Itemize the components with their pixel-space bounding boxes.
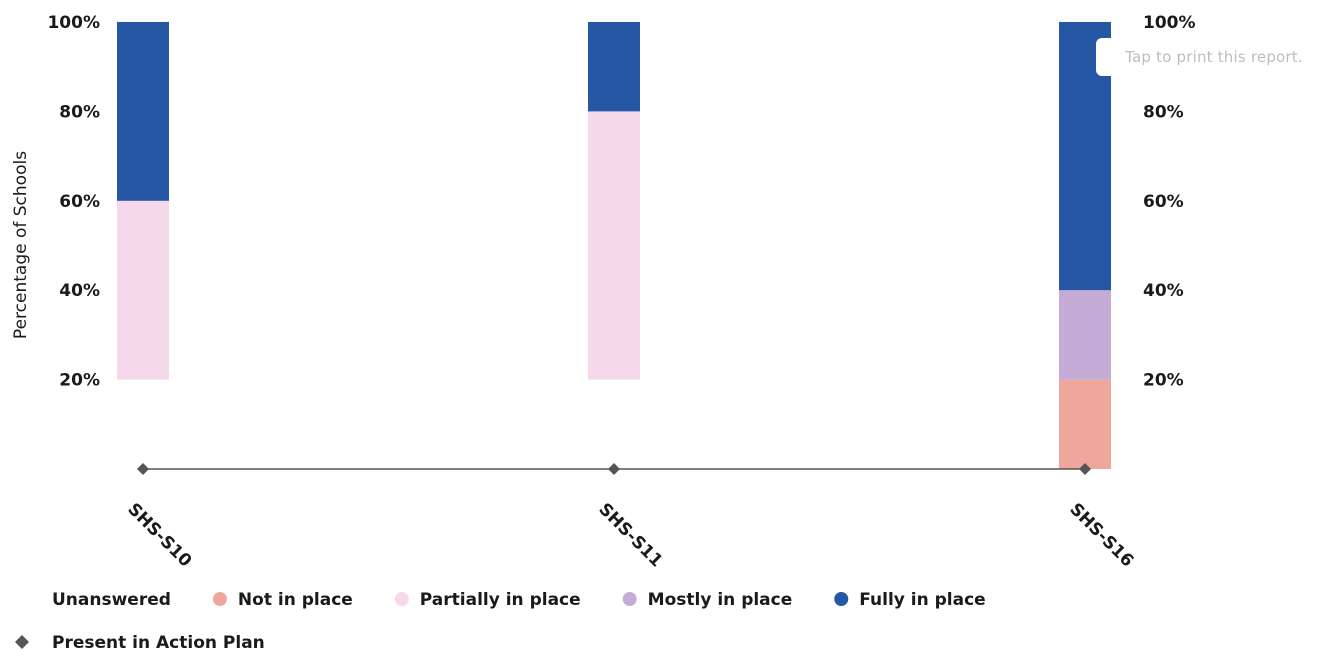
right-y-axis: 20% 40% 60% 80% 100% xyxy=(1143,13,1196,391)
legend-swatch-mostly-in-place xyxy=(622,592,637,606)
legend-item-not-in-place[interactable]: Not in place xyxy=(212,590,353,610)
legend-label-fully-in-place: Fully in place xyxy=(859,590,985,610)
legend-swatch-diamond xyxy=(15,635,29,649)
bar-segment-shs-s10-fully-in-place[interactable] xyxy=(117,22,169,201)
x-tick-label-shs-s16: SHS-S16 xyxy=(1065,499,1137,571)
bars-layer xyxy=(117,22,1111,469)
y-tick-label-right: 80% xyxy=(1143,102,1184,122)
bar-segment-shs-s10-unanswered[interactable] xyxy=(117,379,169,469)
bar-segment-shs-s10-partially-in-place[interactable] xyxy=(117,200,169,380)
legend-label-present-in-action-plan: Present in Action Plan xyxy=(52,633,265,653)
y-tick-label-left: 40% xyxy=(59,281,100,301)
y-axis-title: Percentage of Schools xyxy=(11,151,31,339)
legend-swatch-fully-in-place xyxy=(834,592,849,606)
legend-label-mostly-in-place: Mostly in place xyxy=(648,590,793,610)
bar-segment-shs-s11-unanswered[interactable] xyxy=(588,379,640,469)
action-plan-marker-shs-s11[interactable] xyxy=(608,463,620,475)
bar-segment-shs-s11-partially-in-place[interactable] xyxy=(588,111,640,380)
action-plan-marker-shs-s10[interactable] xyxy=(137,463,149,475)
bar-segment-shs-s16-mostly-in-place[interactable] xyxy=(1059,290,1111,380)
legend-item-unanswered[interactable]: Unanswered xyxy=(52,590,171,610)
bar-segment-shs-s16-not-in-place[interactable] xyxy=(1059,379,1111,469)
left-y-axis: 20% 40% 60% 80% 100% xyxy=(47,13,100,391)
bar-segment-shs-s11-fully-in-place[interactable] xyxy=(588,22,640,112)
y-tick-label-right: 20% xyxy=(1143,371,1184,391)
legend-swatch-partially-in-place xyxy=(394,592,409,606)
y-tick-label-left: 80% xyxy=(59,102,100,122)
y-tick-label-left: 60% xyxy=(59,192,100,212)
y-tick-label-right: 40% xyxy=(1143,281,1184,301)
y-tick-label-right: 60% xyxy=(1143,192,1184,212)
legend-label-unanswered: Unanswered xyxy=(52,590,171,610)
legend: Unanswered Not in place Partially in place… xyxy=(15,590,986,653)
legend-label-not-in-place: Not in place xyxy=(238,590,353,610)
y-tick-label-left: 20% xyxy=(59,371,100,391)
action-plan-marker-shs-s16[interactable] xyxy=(1079,463,1091,475)
x-tick-label-shs-s11: SHS-S11 xyxy=(594,499,666,571)
legend-swatch-not-in-place xyxy=(212,592,227,606)
print-report-tooltip[interactable]: Tap to print this report. xyxy=(1096,38,1332,76)
legend-label-partially-in-place: Partially in place xyxy=(420,590,581,610)
legend-item-fully-in-place[interactable]: Fully in place xyxy=(834,590,986,610)
action-plan-layer xyxy=(137,463,1091,475)
y-tick-label-right: 100% xyxy=(1143,13,1196,33)
legend-item-partially-in-place[interactable]: Partially in place xyxy=(394,590,581,610)
legend-item-present-in-action-plan[interactable]: Present in Action Plan xyxy=(15,633,265,653)
x-axis: SHS-S10 SHS-S11 SHS-S16 xyxy=(123,499,1137,571)
y-tick-label-left: 100% xyxy=(47,13,100,33)
x-tick-label-shs-s10: SHS-S10 xyxy=(123,499,195,571)
legend-item-mostly-in-place[interactable]: Mostly in place xyxy=(622,590,793,610)
